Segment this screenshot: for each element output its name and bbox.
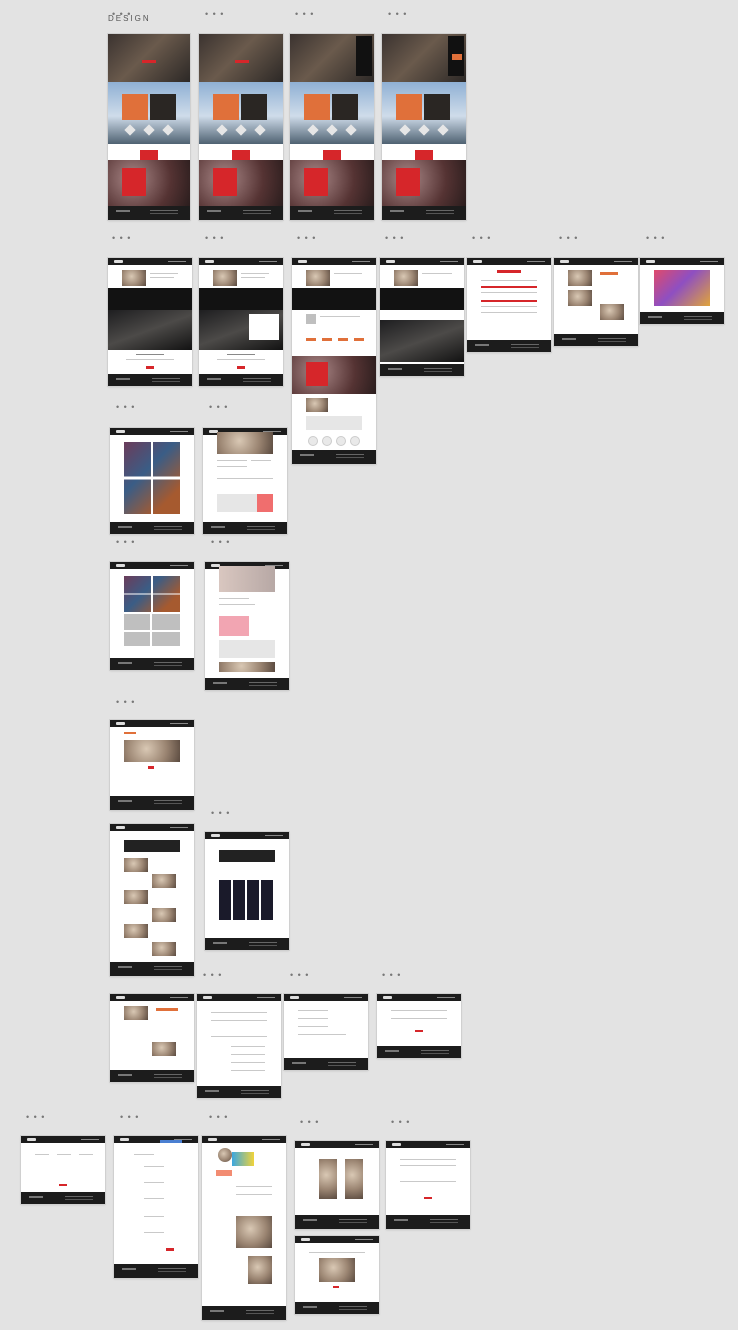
artboard-home-4[interactable]: [382, 34, 466, 220]
artboard-menu-icon[interactable]: • • •: [205, 9, 225, 19]
artboard-menu-icon[interactable]: • • •: [211, 537, 231, 547]
artboard-home-2[interactable]: [199, 34, 283, 220]
artboard-videos[interactable]: [205, 832, 289, 950]
artboard-menu-icon[interactable]: • • •: [300, 1117, 320, 1127]
artboard-menu-icon[interactable]: • • •: [209, 402, 229, 412]
artboard-registration[interactable]: [114, 1136, 198, 1278]
artboard-events-grid[interactable]: [295, 1141, 379, 1229]
artboard-menu-icon[interactable]: • • •: [646, 233, 666, 243]
artboard-menu-icon[interactable]: • • •: [112, 233, 132, 243]
artboard-menu-icon[interactable]: • • •: [295, 9, 315, 19]
artboard-contact[interactable]: [203, 428, 287, 534]
artboard-menu-icon[interactable]: • • •: [205, 233, 225, 243]
artboard-menu-icon[interactable]: • • •: [290, 970, 310, 980]
artboard-menu-icon[interactable]: • • •: [112, 9, 132, 19]
artboard-menu-icon[interactable]: • • •: [211, 808, 231, 818]
artboard-menu-icon[interactable]: • • •: [559, 233, 579, 243]
artboard-profile[interactable]: [202, 1136, 286, 1320]
artboard-gallery-404[interactable]: [110, 562, 194, 670]
artboard-menu-icon[interactable]: • • •: [120, 1112, 140, 1122]
artboard-menu-icon[interactable]: • • •: [472, 233, 492, 243]
artboard-gallery-grid[interactable]: [110, 428, 194, 534]
artboard-about-2[interactable]: [199, 258, 283, 386]
artboard-gallery-single[interactable]: [640, 258, 724, 324]
artboard-menu-icon[interactable]: • • •: [116, 402, 136, 412]
artboard-menu-icon[interactable]: • • •: [116, 537, 136, 547]
artboard-menu-icon[interactable]: • • •: [297, 233, 317, 243]
artboard-menu-icon[interactable]: • • •: [385, 233, 405, 243]
artboard-pricing[interactable]: [21, 1136, 105, 1204]
artboard-speaker[interactable]: [205, 562, 289, 690]
artboard-events[interactable]: [110, 720, 194, 810]
artboard-menu-icon[interactable]: • • •: [116, 697, 136, 707]
artboard-about-3[interactable]: [292, 258, 376, 464]
artboard-search[interactable]: [377, 994, 461, 1058]
artboard-menu-icon[interactable]: • • •: [388, 9, 408, 19]
artboard-menu-icon[interactable]: • • •: [391, 1117, 411, 1127]
artboard-menu-icon[interactable]: • • •: [203, 970, 223, 980]
artboard-blog[interactable]: [554, 258, 638, 346]
artboard-news[interactable]: [110, 994, 194, 1082]
artboard-orders[interactable]: [386, 1141, 470, 1229]
artboard-events-grid-2[interactable]: [295, 1236, 379, 1314]
artboard-menu-icon[interactable]: • • •: [26, 1112, 46, 1122]
canvas-title: DESIGN: [108, 14, 151, 23]
artboard-about-1[interactable]: [108, 258, 192, 386]
artboard-tickets[interactable]: [467, 258, 551, 352]
artboard-home-1[interactable]: [108, 34, 190, 220]
artboard-home-3[interactable]: [290, 34, 374, 220]
artboard-about-4[interactable]: [380, 258, 464, 376]
artboard-faq[interactable]: [197, 994, 281, 1098]
artboard-menu-icon[interactable]: • • •: [382, 970, 402, 980]
artboard-comments[interactable]: [284, 994, 368, 1070]
artboard-menu-icon[interactable]: • • •: [209, 1112, 229, 1122]
artboard-schedule[interactable]: [110, 824, 194, 976]
